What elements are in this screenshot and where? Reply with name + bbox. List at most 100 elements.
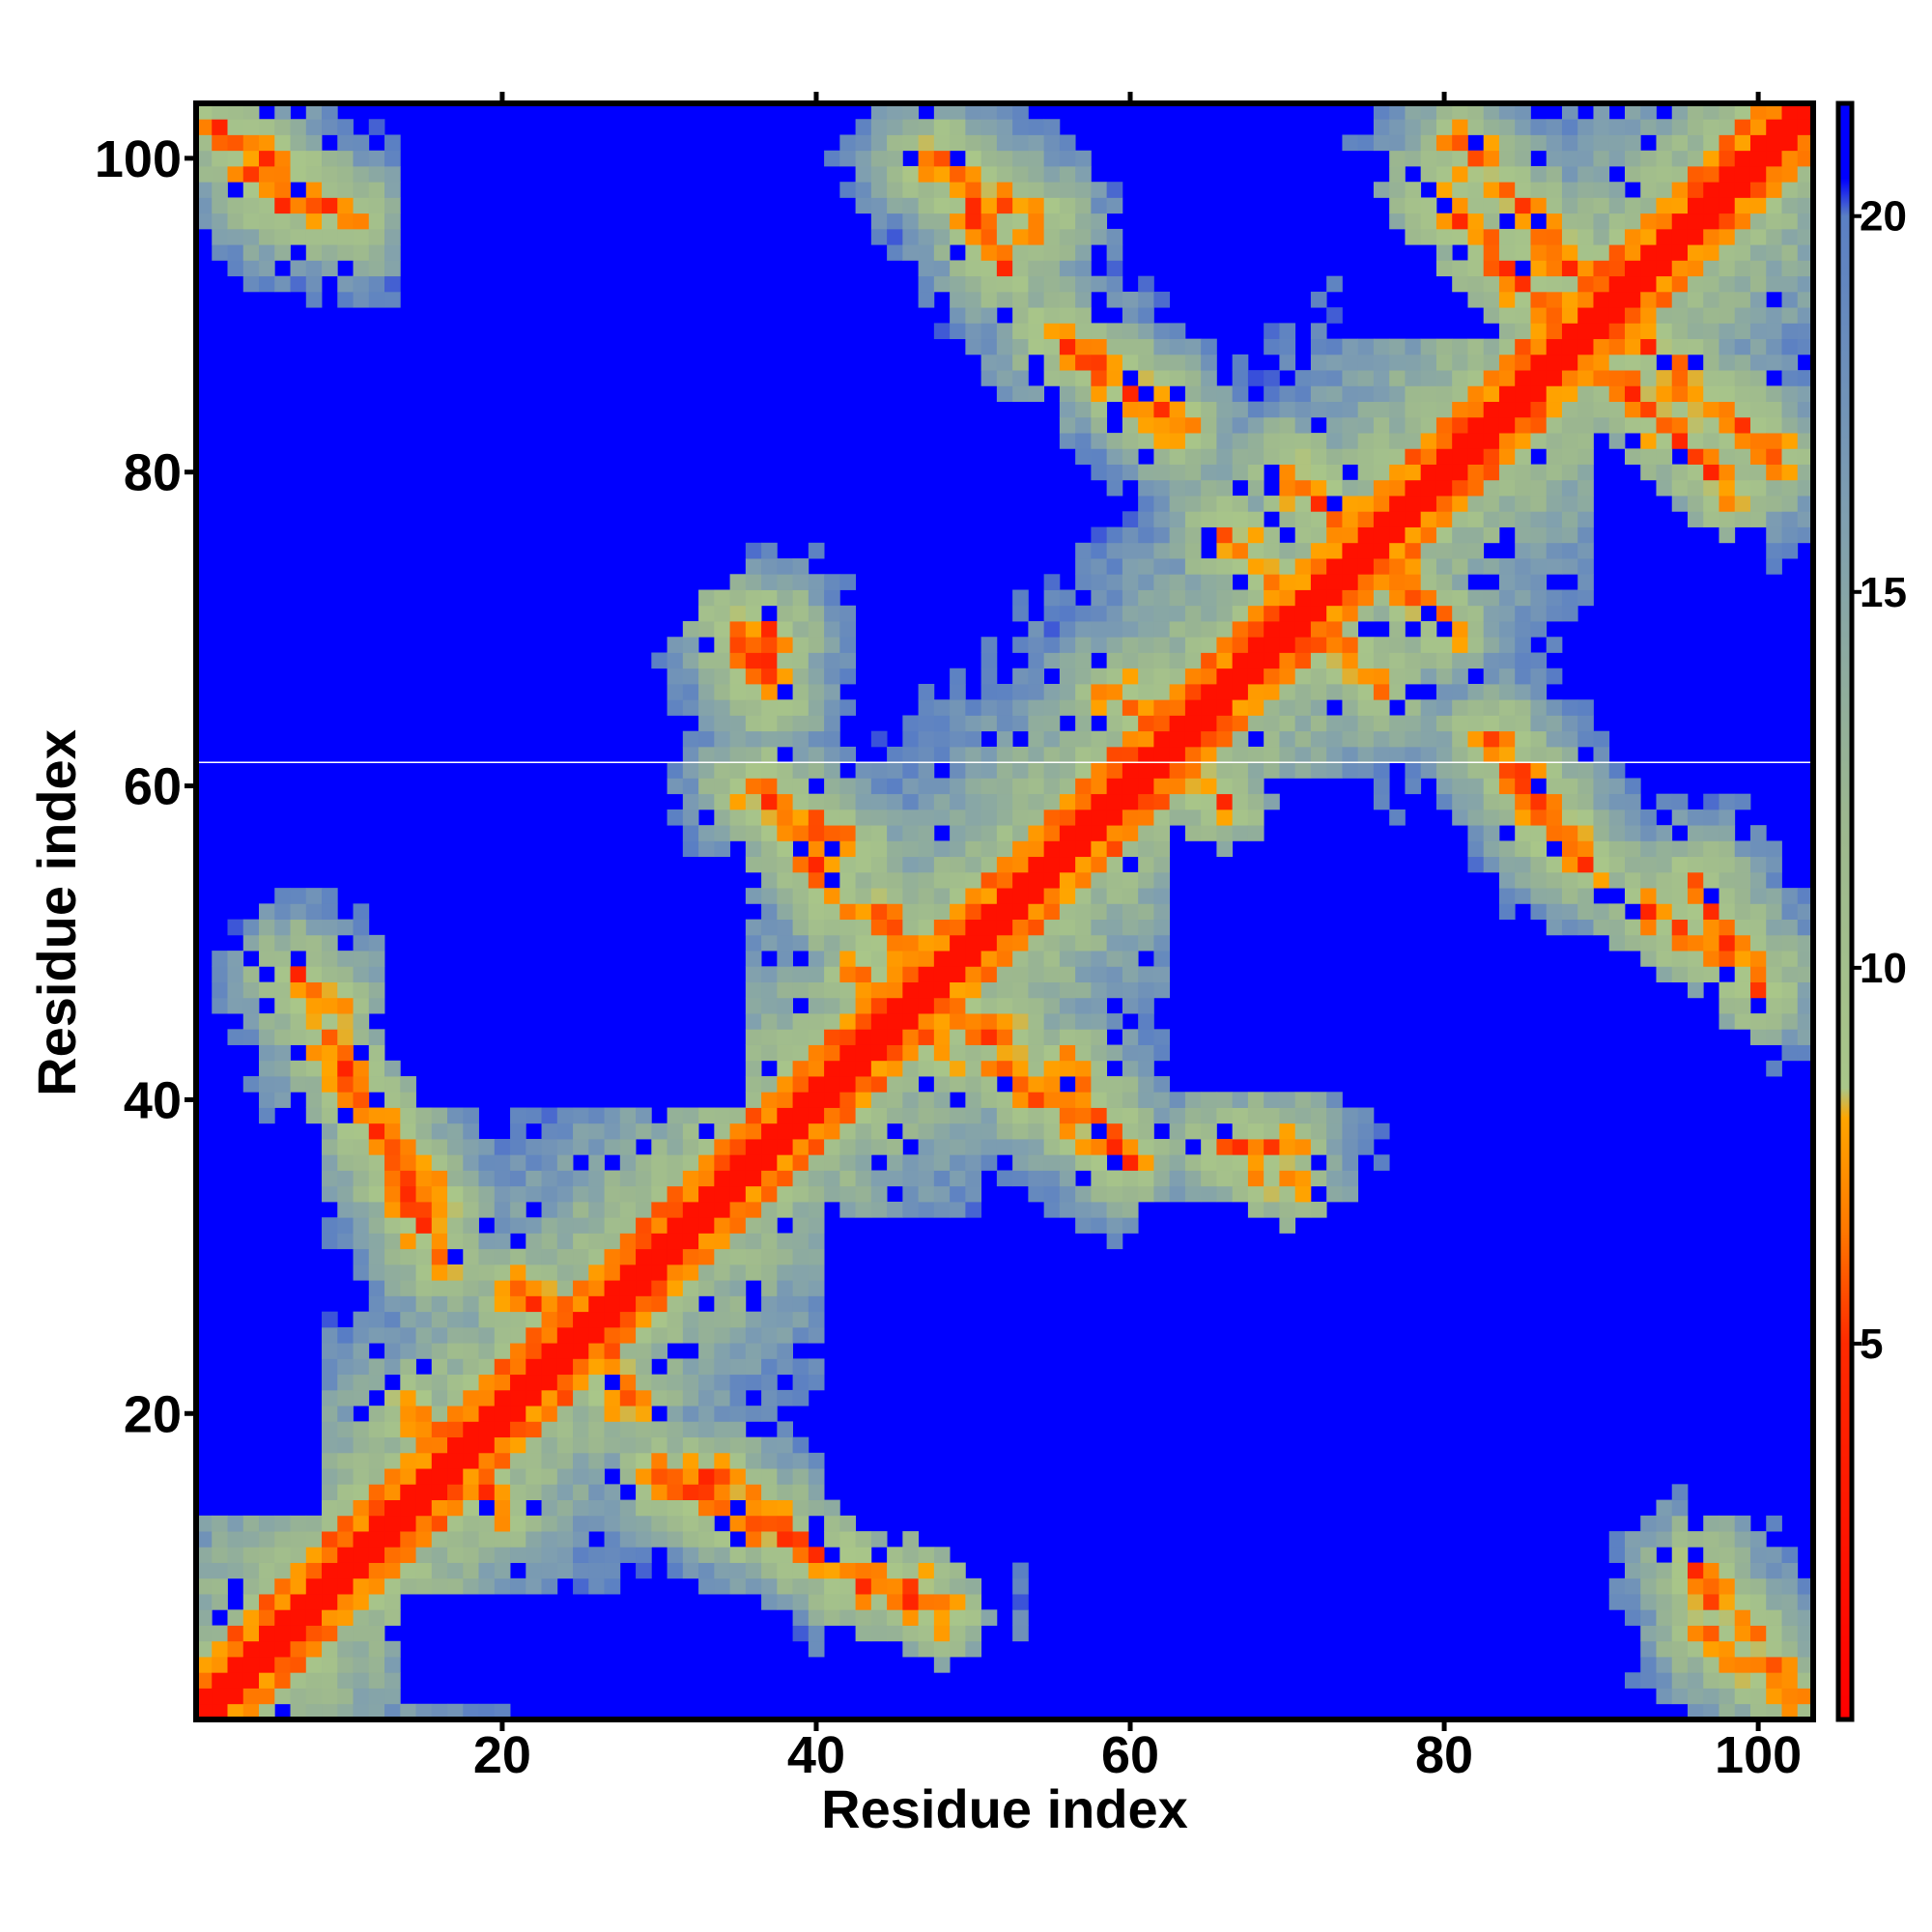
heatmap-cell [1294,416,1312,434]
heatmap-cell [1075,1154,1092,1171]
heatmap-cell [1546,338,1563,355]
heatmap-cell [196,134,213,152]
heatmap-cell [1357,605,1375,622]
heatmap-cell [777,778,793,795]
heatmap-cell [384,182,401,198]
heatmap-cell [353,1233,370,1250]
heatmap-cell [478,1170,496,1187]
heatmap-cell [1012,307,1029,324]
heatmap-cell [1153,888,1171,904]
heatmap-cell [1719,307,1736,324]
heatmap-cell [682,1452,699,1469]
heatmap-cell [242,934,260,952]
heatmap-cell [447,1217,464,1234]
heatmap-cell [1656,416,1673,434]
heatmap-cell [887,1625,903,1642]
heatmap-cell [933,165,951,183]
heatmap-cell [1515,385,1531,403]
heatmap-cell [1719,1013,1736,1030]
heatmap-cell [1435,605,1453,622]
heatmap-cell [274,103,291,120]
heatmap-cell [761,1185,778,1203]
heatmap-cell [619,1499,637,1517]
heatmap-cell [792,1389,810,1406]
heatmap-cell [950,103,966,120]
heatmap-cell [729,699,747,716]
heatmap-cell [1671,1499,1689,1517]
heatmap-cell [1561,730,1578,748]
heatmap-cell [1593,307,1610,324]
x-tick-label: 100 [1715,1726,1802,1784]
heatmap-cell [1781,416,1799,434]
heatmap-cell [1640,385,1657,403]
heatmap-cell [980,1044,998,1062]
heatmap-cell [510,1201,526,1218]
heatmap-cell [1734,1625,1751,1642]
heatmap-cell [384,260,401,277]
heatmap-cell [1138,416,1154,434]
heatmap-cell [1012,809,1029,826]
heatmap-cell [1766,182,1782,198]
heatmap-cell [1624,809,1641,826]
heatmap-cell [259,1577,275,1595]
heatmap-cell [1201,574,1217,590]
heatmap-cell [1279,511,1296,527]
heatmap-cell [965,809,982,826]
heatmap-cell [1656,323,1673,340]
heatmap-cell [1687,119,1704,135]
heatmap-cell [870,1060,888,1077]
heatmap-cell [1656,1625,1673,1642]
heatmap-cell [1043,307,1061,324]
heatmap-cell [337,1625,354,1642]
heatmap-cell [965,1185,982,1203]
heatmap-cell [1719,888,1736,904]
heatmap-cell [918,1170,935,1187]
heatmap-cell [1342,526,1359,544]
heatmap-cell [1216,385,1234,403]
heatmap-cell [1452,668,1468,685]
heatmap-cell [636,1217,652,1234]
heatmap-cell [447,1280,464,1296]
heatmap-cell [1561,213,1578,230]
heatmap-cell [1169,715,1186,732]
heatmap-cell [1106,1076,1123,1093]
heatmap-cell [1435,715,1453,732]
heatmap-cell [761,1029,778,1045]
heatmap-cell [1201,730,1217,748]
heatmap-cell [918,809,935,826]
heatmap-cell [305,1688,323,1705]
heatmap-cell [305,150,323,167]
heatmap-cell [1703,401,1719,418]
heatmap-cell [792,1233,810,1250]
heatmap-cell [714,1295,730,1313]
heatmap-cell [636,1233,652,1250]
heatmap-cell [384,1185,401,1203]
heatmap-cell [1310,652,1327,669]
heatmap-cell [1719,416,1736,434]
heatmap-cell [305,119,323,135]
heatmap-cell [1138,981,1154,999]
heatmap-cell [1264,1170,1280,1187]
heatmap-cell [1043,1044,1061,1062]
heatmap-cell [478,1484,496,1500]
heatmap-cell [1201,793,1217,810]
heatmap-cell [1216,809,1234,826]
heatmap-cell [887,793,903,810]
heatmap-cell [1420,652,1437,669]
heatmap-cell [1059,1029,1076,1045]
heatmap-cell [463,1217,479,1234]
heatmap-cell [305,997,323,1014]
heatmap-cell [259,182,275,198]
heatmap-cell [996,730,1013,748]
heatmap-cell [1294,715,1312,732]
heatmap-cell [933,1657,951,1673]
heatmap-cell [651,1170,668,1187]
heatmap-cell [588,1562,605,1579]
heatmap-cell [980,637,998,653]
heatmap-cell [1671,354,1689,371]
heatmap-cell [950,903,966,921]
heatmap-cell [604,1107,621,1124]
heatmap-cell [1310,448,1327,465]
heatmap-cell [1734,182,1751,198]
heatmap-cell [259,1107,275,1124]
